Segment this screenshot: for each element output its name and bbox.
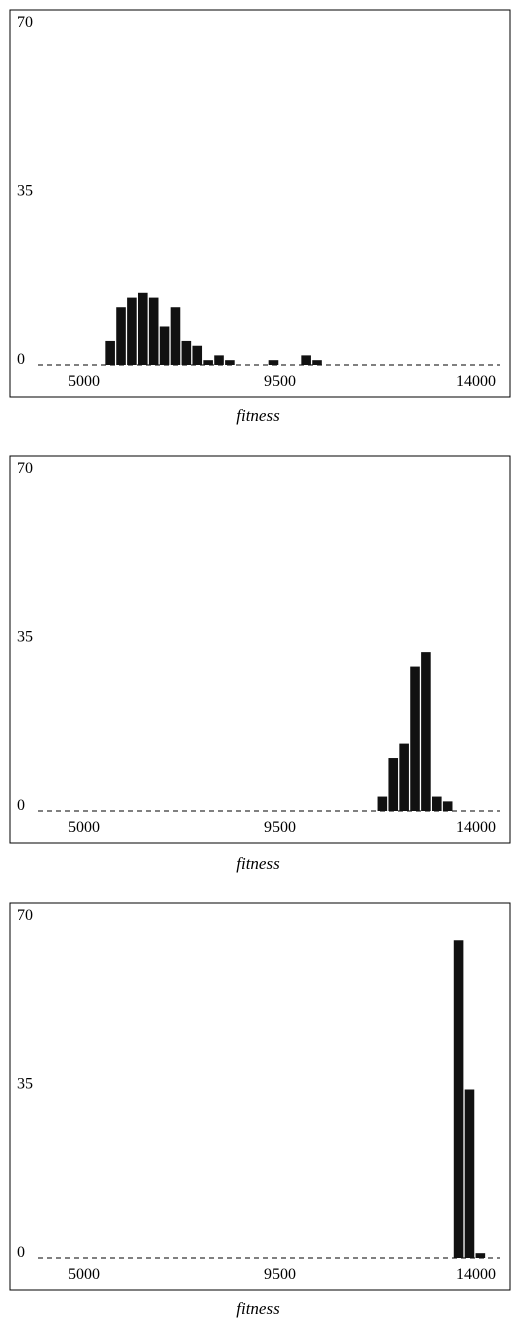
x-tick-label: 5000 <box>68 373 100 390</box>
histogram-bar <box>377 796 388 811</box>
x-axis-label-2: fitness <box>236 854 280 873</box>
histogram-bar <box>148 297 159 365</box>
y-tick-label: 0 <box>17 797 25 814</box>
y-tick-label: 35 <box>17 629 33 646</box>
x-axis-label-3: fitness <box>236 1299 280 1318</box>
histogram-bar <box>421 652 431 811</box>
histogram-panel-1: 0 35 70 5000 9500 14000 fitness <box>0 0 516 440</box>
y-tick-label: 35 <box>17 1076 33 1093</box>
x-tick-label: 9500 <box>264 819 296 836</box>
histogram-panel-2: 0 35 70 5000 9500 14000 fitness <box>0 446 516 886</box>
histogram-bar <box>453 940 464 1258</box>
histogram-1: 0 35 70 5000 9500 14000 <box>9 9 511 398</box>
histogram-bar <box>192 345 203 365</box>
x-tick-label: 14000 <box>456 1266 496 1283</box>
histogram-bar <box>116 307 126 365</box>
histogram-3: 0 35 70 5000 9500 14000 <box>9 902 511 1291</box>
x-tick-label: 9500 <box>264 373 296 390</box>
histogram-bar <box>442 801 453 811</box>
histogram-bar <box>312 360 322 365</box>
y-tick-label: 70 <box>17 460 33 477</box>
histogram-bar <box>475 1253 486 1258</box>
x-tick-label: 14000 <box>456 373 496 390</box>
x-axis-label-1: fitness <box>236 406 280 425</box>
histogram-bar <box>203 360 213 365</box>
histogram-bar <box>170 307 181 365</box>
histogram-bar <box>399 743 409 811</box>
x-tick-label: 9500 <box>264 1266 296 1283</box>
x-tick-label: 5000 <box>68 819 100 836</box>
histogram-bar <box>214 355 224 365</box>
y-tick-label: 70 <box>17 14 33 31</box>
plot-frame <box>9 455 511 844</box>
histogram-bar <box>410 666 420 811</box>
plot-frame <box>9 9 511 398</box>
y-tick-label: 35 <box>17 183 33 200</box>
histogram-bar <box>138 292 148 365</box>
y-tick-label: 0 <box>17 351 25 368</box>
histogram-bar <box>388 758 399 811</box>
histogram-bar <box>181 340 192 365</box>
histogram-panel-3: 0 35 70 5000 9500 14000 fitness <box>0 893 516 1330</box>
histogram-bar <box>225 360 235 365</box>
histogram-bar <box>432 796 442 811</box>
plot-frame <box>9 902 511 1291</box>
x-tick-label: 14000 <box>456 819 496 836</box>
histogram-2: 0 35 70 5000 9500 14000 <box>9 455 511 844</box>
y-tick-label: 70 <box>17 907 33 924</box>
histogram-bar <box>105 340 115 365</box>
x-tick-label: 5000 <box>68 1266 100 1283</box>
histogram-bar <box>159 326 170 365</box>
y-tick-label: 0 <box>17 1244 25 1261</box>
histogram-bar <box>301 355 311 365</box>
histogram-bar <box>127 297 137 365</box>
histogram-bar <box>268 360 279 365</box>
histogram-bar <box>464 1089 475 1258</box>
